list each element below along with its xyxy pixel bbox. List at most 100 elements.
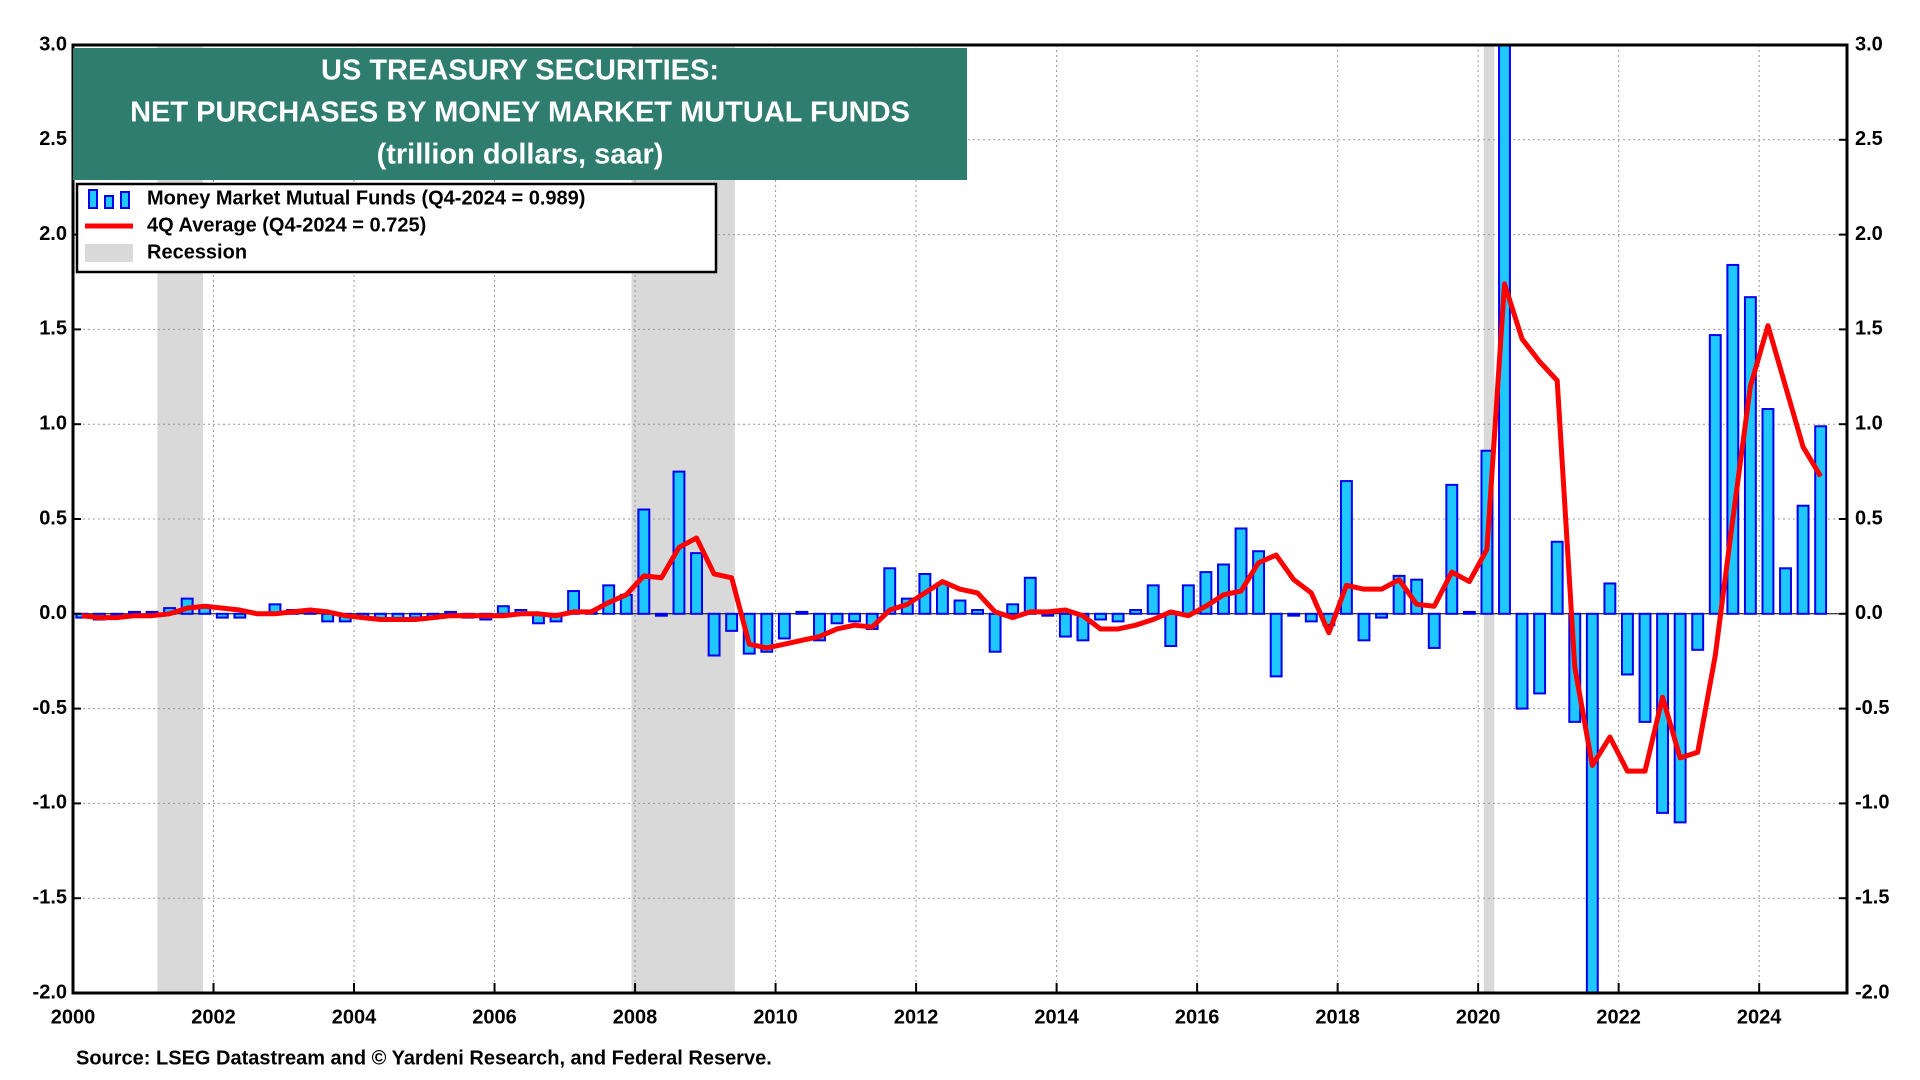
bar [637, 508, 651, 615]
bar [1234, 527, 1248, 615]
bar [988, 612, 1002, 653]
legend-swatch [104, 195, 114, 209]
marks-layer [75, 45, 1828, 993]
legend-label: Money Market Mutual Funds (Q4-2024 = 0.9… [147, 187, 585, 209]
y-tick-label: 1.0 [39, 412, 67, 434]
title-box [73, 48, 967, 180]
y-tick-label: -1.0 [33, 792, 67, 814]
x-tick-label: 2012 [894, 1006, 939, 1028]
bar [725, 612, 739, 632]
bar [1796, 504, 1810, 615]
bar [1498, 45, 1511, 615]
bar [1585, 612, 1599, 993]
legend-swatch [120, 191, 130, 209]
y2-tick-label: 1.5 [1855, 318, 1883, 340]
y-tick-label: 0.0 [39, 602, 67, 624]
x-tick-label: 2000 [51, 1006, 96, 1028]
y2-tick-label: 0.0 [1855, 602, 1883, 624]
bar [1708, 334, 1722, 615]
chart-title: NET PURCHASES BY MONEY MARKET MUTUAL FUN… [130, 97, 910, 129]
bar [1164, 612, 1178, 648]
bar [1058, 612, 1072, 638]
bar [1287, 612, 1301, 617]
bar [1638, 612, 1652, 723]
bar [654, 612, 668, 617]
y2-tick-label: 3.0 [1855, 33, 1883, 55]
x-tick-label: 2024 [1737, 1006, 1782, 1028]
bar [953, 599, 967, 615]
source-note: Source: LSEG Datastream and © Yardeni Re… [76, 1047, 772, 1069]
bar [1445, 483, 1459, 615]
y-tick-label: 2.0 [39, 223, 67, 245]
y-tick-label: 3.0 [39, 33, 67, 55]
bar [496, 605, 510, 615]
y-tick-label: 2.5 [39, 128, 67, 150]
y-tick-label: -2.0 [33, 981, 67, 1003]
x-tick-label: 2016 [1175, 1006, 1220, 1028]
bar [1673, 612, 1687, 824]
y-tick-label: -1.5 [33, 886, 67, 908]
bar [1111, 612, 1125, 623]
y-tick-label: 1.5 [39, 318, 67, 340]
legend-box [75, 182, 718, 274]
line [81, 281, 1823, 774]
bar [1006, 603, 1020, 615]
bar [215, 612, 229, 619]
legend-label: Recession [147, 241, 247, 263]
bar [813, 612, 826, 642]
bar [1779, 567, 1792, 615]
x-tick-label: 2004 [332, 1006, 377, 1028]
bar [1761, 408, 1775, 615]
bar [777, 612, 791, 640]
bar [1462, 610, 1476, 615]
bar [1515, 612, 1529, 710]
bar [1146, 584, 1160, 615]
chart-subtitle: (trillion dollars, saar) [377, 139, 664, 171]
bar [795, 610, 809, 615]
bar [1304, 612, 1318, 623]
x-tick-label: 2018 [1315, 1006, 1360, 1028]
legend: Money Market Mutual Funds (Q4-2024 = 0.9… [75, 182, 718, 274]
y2-tick-label: 2.5 [1855, 128, 1883, 150]
x-tick-label: 2002 [191, 1006, 236, 1028]
bar [1217, 563, 1230, 615]
bar [1252, 550, 1266, 615]
bar [935, 582, 949, 615]
bar [883, 567, 897, 615]
chart-title: US TREASURY SECURITIES: [321, 55, 719, 87]
axes-layer: 3.0 2.5 2.0 1.5 1.0 0.5 0.0 -0.5 -1.0 -1.5 -2.0 3.0… [33, 33, 1890, 1028]
y2-tick-label: -1.5 [1855, 886, 1889, 908]
x-tick-label: 2008 [613, 1006, 658, 1028]
bar [707, 612, 721, 657]
x-tick-label: 2020 [1456, 1006, 1501, 1028]
bar [1269, 612, 1283, 678]
y2-tick-label: -1.0 [1855, 792, 1889, 814]
bar [1427, 612, 1441, 649]
x-tick-label: 2014 [1034, 1006, 1079, 1028]
bar [1814, 425, 1828, 615]
y2-tick-label: -0.5 [1855, 697, 1889, 719]
bar [690, 552, 703, 615]
bar [1726, 263, 1740, 615]
x-tick-label: 2022 [1596, 1006, 1641, 1028]
bar [1533, 612, 1547, 695]
bar [1743, 296, 1757, 615]
bar [1339, 480, 1353, 615]
y2-tick-label: 0.5 [1855, 507, 1883, 529]
bar [1603, 582, 1617, 615]
bar [848, 612, 862, 623]
bar [830, 612, 844, 625]
bar [1129, 609, 1143, 615]
bar [1094, 612, 1107, 621]
legend-swatch [88, 189, 98, 209]
bar [760, 612, 774, 653]
bar [1023, 576, 1037, 615]
bar [1181, 584, 1195, 615]
legend-label: 4Q Average (Q4-2024 = 0.725) [147, 214, 426, 236]
y-tick-label: -0.5 [33, 697, 67, 719]
bar [1691, 612, 1705, 651]
x-tick-label: 2010 [753, 1006, 798, 1028]
bar [1375, 612, 1388, 619]
x-tick-label: 2006 [472, 1006, 517, 1028]
